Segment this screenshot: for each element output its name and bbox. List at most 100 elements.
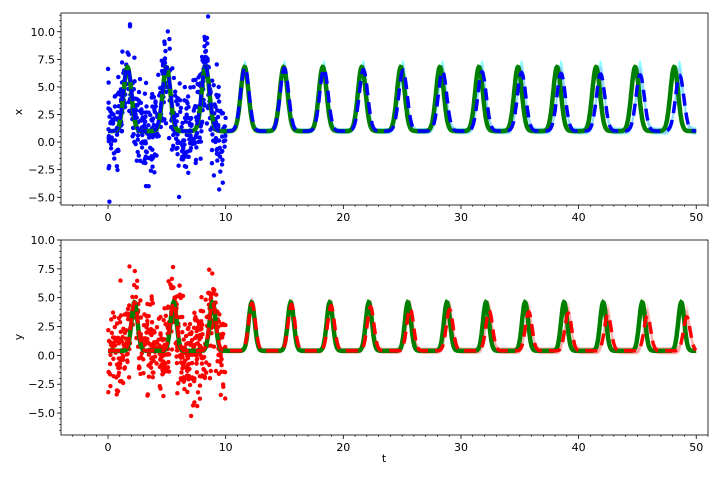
observation-point bbox=[170, 66, 175, 71]
observation-point bbox=[123, 336, 128, 341]
observation-point bbox=[185, 368, 190, 374]
observation-point bbox=[222, 124, 227, 129]
axes-bottom: 0 10 20 30 40 50 −5.0 −2.5 0.0 2.5 5.0 7.5 10.0 y t bbox=[12, 234, 709, 465]
observation-point bbox=[188, 413, 194, 419]
observation-point bbox=[221, 331, 226, 337]
observation-point bbox=[170, 264, 176, 270]
observation-point bbox=[152, 107, 157, 113]
observation-point bbox=[113, 115, 118, 121]
observation-point bbox=[155, 131, 160, 136]
y-tick-label: 2.5 bbox=[38, 109, 56, 122]
observation-point bbox=[214, 62, 219, 67]
uncertainty-band-inner bbox=[225, 298, 697, 354]
y-tick-label: 7.5 bbox=[38, 53, 56, 66]
observation-point bbox=[182, 84, 187, 90]
observation-point bbox=[145, 318, 150, 324]
observation-point bbox=[204, 121, 210, 126]
observation-point bbox=[219, 369, 224, 374]
observation-point bbox=[208, 368, 213, 374]
observation-point bbox=[211, 173, 217, 178]
observation-point bbox=[145, 329, 150, 335]
observation-point bbox=[209, 161, 215, 166]
observation-point bbox=[137, 365, 142, 370]
x-tick-label: 50 bbox=[689, 441, 703, 454]
observation-point bbox=[197, 135, 202, 140]
x-tick-label: 50 bbox=[689, 211, 703, 224]
observation-point bbox=[126, 375, 132, 380]
observation-point bbox=[213, 139, 218, 145]
observation-point bbox=[185, 94, 191, 99]
observation-point bbox=[165, 365, 171, 370]
observation-point bbox=[149, 95, 154, 100]
observation-point bbox=[112, 314, 117, 320]
observation-point bbox=[185, 149, 190, 154]
observation-point bbox=[107, 372, 113, 377]
observation-point bbox=[167, 36, 172, 42]
series-lines bbox=[108, 64, 697, 134]
observation-point bbox=[184, 112, 189, 117]
forecast-line bbox=[108, 64, 697, 133]
observation-point bbox=[149, 356, 154, 361]
observation-point bbox=[114, 375, 119, 380]
observation-point bbox=[199, 374, 204, 379]
observation-point bbox=[160, 61, 166, 67]
y-tick-label: 5.0 bbox=[38, 292, 56, 305]
observation-point bbox=[132, 268, 137, 274]
observation-point bbox=[196, 321, 202, 327]
observation-point bbox=[118, 329, 123, 334]
observation-point bbox=[219, 111, 225, 116]
axes-top: 0 10 20 30 40 50 −5.0 −2.5 0.0 2.5 5.0 7.5 10.0 x bbox=[12, 12, 709, 224]
observation-point bbox=[142, 123, 147, 128]
observation-point bbox=[178, 105, 184, 111]
observation-point bbox=[203, 54, 208, 60]
observation-point bbox=[105, 66, 111, 72]
observation-point bbox=[216, 99, 222, 104]
observation-point bbox=[178, 141, 183, 146]
observation-point bbox=[207, 362, 212, 368]
observation-point bbox=[189, 330, 194, 335]
observation-point bbox=[179, 355, 184, 360]
observation-point bbox=[195, 403, 200, 409]
observation-point bbox=[114, 132, 120, 137]
observation-point bbox=[146, 135, 152, 140]
observation-point bbox=[186, 325, 191, 330]
observation-point bbox=[132, 139, 137, 145]
observation-point bbox=[182, 98, 187, 103]
observation-point bbox=[134, 158, 139, 163]
observation-point bbox=[115, 110, 120, 115]
observation-point bbox=[108, 352, 113, 357]
x-tick-label: 0 bbox=[105, 211, 112, 224]
observation-point bbox=[165, 351, 171, 357]
observation-point bbox=[125, 358, 130, 363]
observation-point bbox=[174, 348, 180, 353]
observation-point bbox=[201, 59, 206, 65]
observation-point bbox=[197, 396, 203, 401]
observation-point bbox=[216, 138, 222, 143]
observation-point bbox=[195, 89, 200, 95]
observation-point bbox=[181, 138, 186, 143]
observation-point bbox=[213, 104, 218, 110]
observation-point bbox=[180, 120, 185, 126]
observation-point bbox=[139, 107, 144, 112]
observation-point bbox=[179, 370, 184, 375]
observation-point bbox=[176, 96, 181, 102]
y-axis-label: y bbox=[12, 333, 25, 340]
observation-point bbox=[116, 74, 121, 80]
observation-point bbox=[188, 116, 193, 121]
observation-point bbox=[171, 143, 176, 148]
observation-point bbox=[199, 121, 204, 127]
observation-point bbox=[187, 321, 193, 327]
observation-point bbox=[150, 91, 155, 97]
observation-point bbox=[177, 81, 182, 86]
x-tick-label: 0 bbox=[105, 441, 112, 454]
observation-point bbox=[185, 341, 191, 346]
observation-point bbox=[193, 335, 198, 341]
observation-point bbox=[204, 370, 209, 375]
y-axis-label: x bbox=[12, 108, 25, 115]
uncertainty-band-inner bbox=[225, 62, 697, 134]
observation-point bbox=[202, 375, 208, 381]
observation-point bbox=[175, 391, 180, 396]
observation-point bbox=[152, 152, 157, 157]
observation-point bbox=[127, 264, 132, 269]
